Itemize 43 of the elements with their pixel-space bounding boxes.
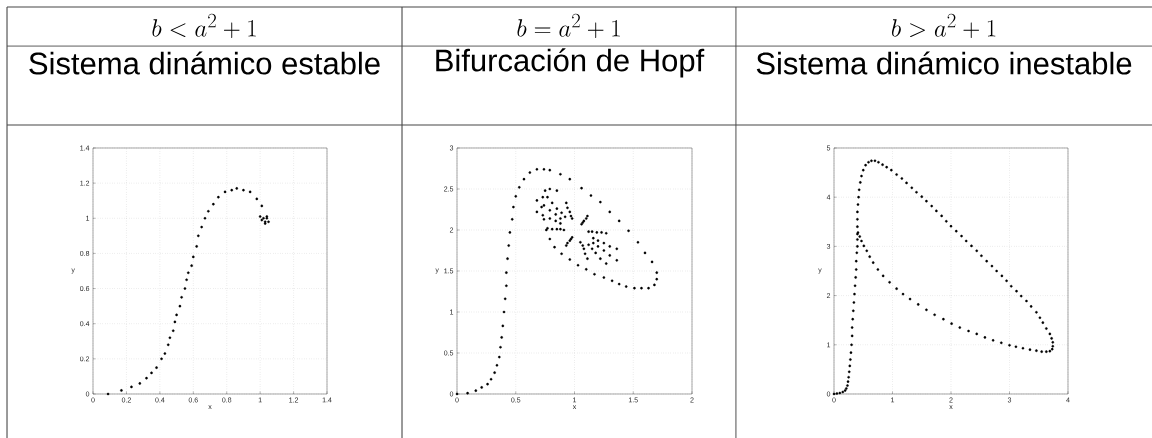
point — [175, 313, 178, 317]
point — [260, 204, 264, 208]
chart-title: $b > a^2 + 1$ — [891, 13, 996, 38]
point — [168, 336, 172, 340]
point — [155, 366, 158, 369]
point — [166, 343, 170, 347]
point — [195, 245, 198, 248]
point — [186, 271, 190, 275]
chart-title: $b < a^2 + 1$ — [152, 13, 256, 38]
point — [192, 255, 195, 259]
point — [183, 287, 187, 290]
point — [242, 188, 245, 192]
point — [223, 190, 227, 194]
point — [120, 389, 123, 392]
point — [212, 202, 215, 206]
chart-subtitle: Sistema dinámico inestable — [756, 51, 1132, 75]
point — [267, 220, 270, 224]
chart-title: $b = a^2 + 1$ — [517, 13, 620, 38]
point — [207, 209, 210, 213]
point — [106, 392, 110, 396]
point — [190, 264, 193, 268]
point — [235, 187, 239, 190]
point — [200, 225, 203, 229]
point — [163, 352, 167, 355]
point — [180, 296, 183, 299]
chart-subtitle: Sistema dinámico estable — [29, 51, 380, 75]
point — [203, 216, 207, 220]
point — [145, 376, 148, 380]
point — [173, 320, 177, 324]
point — [255, 197, 259, 201]
chart-subtitle: Bifurcación de Hopf — [436, 48, 705, 78]
point — [217, 195, 220, 199]
point — [150, 371, 153, 375]
point — [248, 190, 252, 194]
point — [130, 385, 133, 389]
point — [138, 382, 142, 385]
point — [171, 329, 175, 333]
point — [230, 188, 234, 192]
point — [178, 304, 182, 308]
point — [185, 278, 188, 282]
point — [197, 234, 200, 238]
point — [160, 357, 163, 361]
point — [258, 215, 262, 218]
